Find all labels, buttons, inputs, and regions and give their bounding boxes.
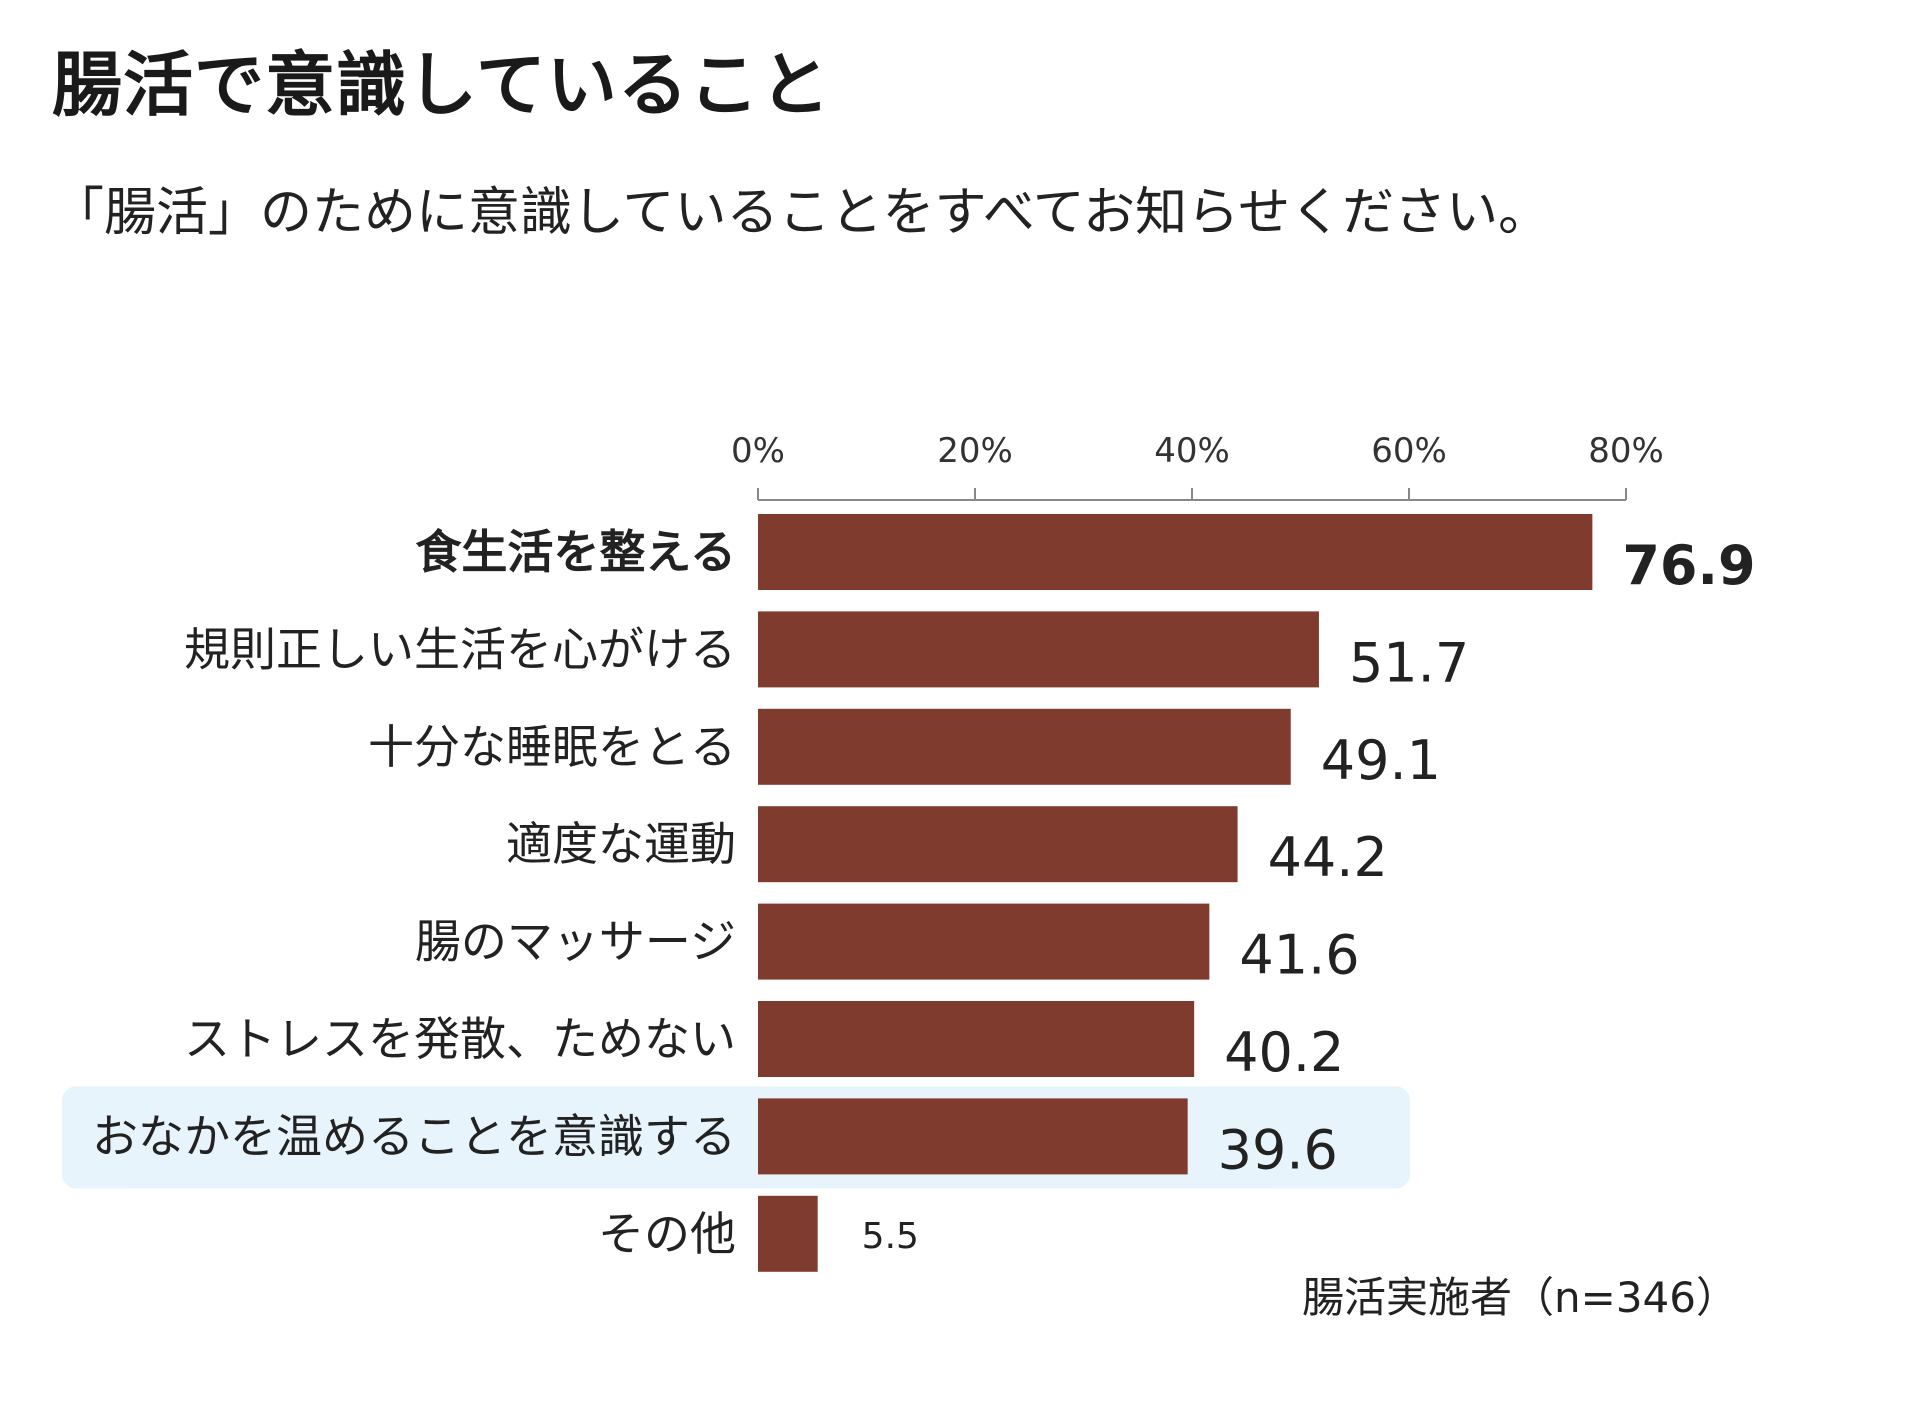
x-tick-label: 20% bbox=[937, 431, 1013, 471]
value-label: 51.7 bbox=[1349, 631, 1469, 694]
bar bbox=[758, 611, 1319, 688]
value-label: 39.6 bbox=[1218, 1118, 1338, 1181]
x-tick-label: 80% bbox=[1588, 431, 1664, 471]
value-label: 76.9 bbox=[1622, 534, 1755, 597]
bar bbox=[758, 806, 1238, 883]
value-label: 44.2 bbox=[1268, 826, 1388, 889]
category-label: ストレスを発散、ためない bbox=[184, 1012, 736, 1066]
bar bbox=[758, 1001, 1195, 1077]
bar bbox=[758, 903, 1210, 980]
sample-note: 腸活実施者（n=346） bbox=[1302, 1273, 1738, 1322]
bar bbox=[758, 1195, 818, 1272]
value-label: 49.1 bbox=[1321, 729, 1441, 792]
category-label: その他 bbox=[598, 1207, 736, 1261]
category-label: 腸のマッサージ bbox=[415, 915, 736, 969]
bar bbox=[758, 708, 1291, 785]
value-label: 5.5 bbox=[862, 1216, 919, 1257]
value-label: 41.6 bbox=[1239, 924, 1359, 987]
category-label: 適度な運動 bbox=[506, 817, 736, 871]
bar bbox=[758, 514, 1593, 590]
question-text: 「腸活」のために意識していることをすべてお知らせください。 bbox=[52, 183, 1551, 243]
category-label: 食生活を整える bbox=[415, 525, 736, 579]
value-label: 40.2 bbox=[1224, 1021, 1344, 1084]
bar bbox=[758, 1098, 1188, 1175]
page-title: 腸活で意識していること bbox=[52, 44, 831, 126]
category-label: 十分な睡眠をとる bbox=[368, 720, 736, 774]
category-label: おなかを温めることを意識する bbox=[92, 1109, 736, 1163]
x-tick-label: 60% bbox=[1371, 431, 1447, 471]
x-tick-label: 0% bbox=[731, 431, 785, 471]
x-tick-label: 40% bbox=[1154, 431, 1230, 471]
category-label: 規則正しい生活を心がける bbox=[184, 622, 736, 676]
